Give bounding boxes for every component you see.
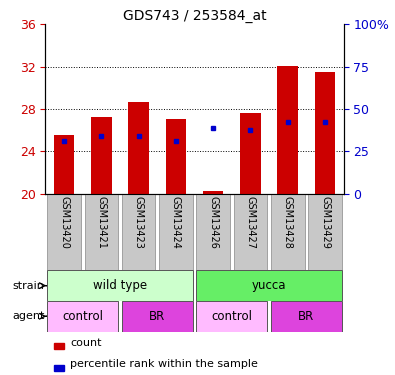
Bar [271, 301, 342, 332]
Bar [166, 118, 186, 194]
Bar [55, 343, 64, 349]
Text: GSM13428: GSM13428 [283, 196, 293, 249]
Bar [85, 194, 118, 270]
Title: GDS743 / 253584_at: GDS743 / 253584_at [123, 9, 266, 23]
Bar [47, 301, 118, 332]
Text: yucca: yucca [252, 279, 286, 292]
Bar [271, 194, 305, 270]
Text: GSM13423: GSM13423 [134, 196, 144, 249]
Text: BR: BR [149, 310, 166, 323]
Bar [47, 270, 193, 301]
Bar [91, 117, 112, 194]
Text: GSM13420: GSM13420 [59, 196, 69, 249]
Text: BR: BR [298, 310, 314, 323]
Bar [308, 194, 342, 270]
Bar [196, 194, 230, 270]
Text: GSM13426: GSM13426 [208, 196, 218, 249]
Bar [277, 66, 298, 194]
Text: agent: agent [12, 311, 45, 321]
Text: GSM13429: GSM13429 [320, 196, 330, 249]
Text: GSM13424: GSM13424 [171, 196, 181, 249]
Bar [122, 194, 155, 270]
Text: count: count [70, 338, 102, 348]
Bar [159, 194, 193, 270]
Bar [122, 301, 193, 332]
Bar [54, 135, 74, 194]
Bar [196, 270, 342, 301]
Text: GSM13427: GSM13427 [245, 196, 256, 249]
Bar [196, 301, 267, 332]
Bar [234, 194, 267, 270]
Bar [315, 72, 335, 194]
Text: GSM13421: GSM13421 [96, 196, 106, 249]
Bar [47, 194, 81, 270]
Text: control: control [62, 310, 103, 323]
Bar [203, 190, 224, 194]
Text: percentile rank within the sample: percentile rank within the sample [70, 359, 258, 369]
Text: wild type: wild type [93, 279, 147, 292]
Text: strain: strain [13, 280, 45, 291]
Bar [128, 102, 149, 194]
Bar [240, 113, 261, 194]
Text: control: control [211, 310, 252, 323]
Bar [55, 365, 64, 371]
